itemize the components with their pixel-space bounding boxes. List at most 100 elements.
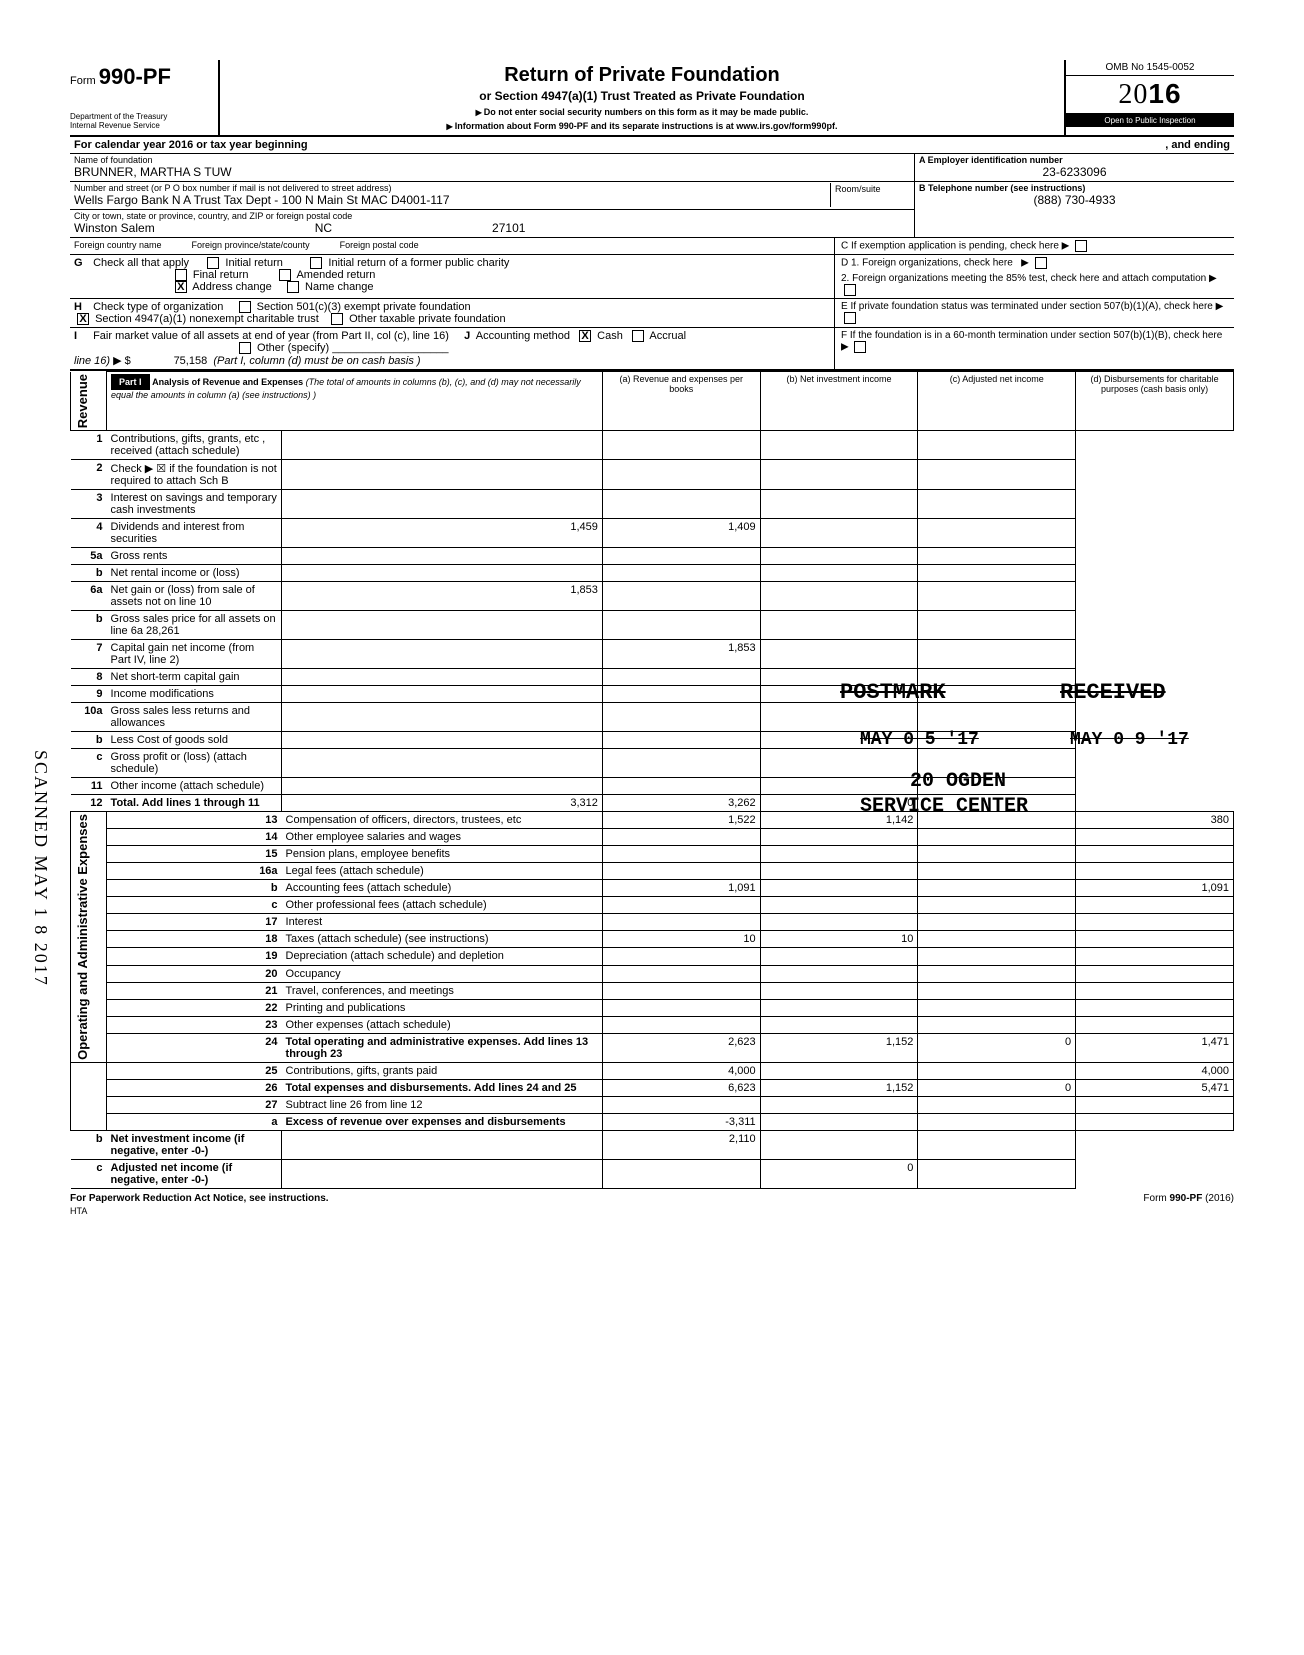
row-value xyxy=(1076,948,1234,965)
row-number: c xyxy=(71,1159,107,1188)
row-value: 1,522 xyxy=(602,812,760,829)
row-description: Other income (attach schedule) xyxy=(107,778,282,795)
row-number: 12 xyxy=(71,795,107,812)
row-description: Occupancy xyxy=(282,965,603,982)
form-header-right: OMB No 1545-0052 2016 Open to Public Ins… xyxy=(1064,60,1234,135)
phone-label: B Telephone number (see instructions) xyxy=(919,183,1230,193)
row-value xyxy=(918,846,1076,863)
row-value xyxy=(1076,914,1234,931)
row-value xyxy=(760,732,918,749)
row-description: Contributions, gifts, grants paid xyxy=(282,1062,603,1079)
form-subtitle: or Section 4947(a)(1) Trust Treated as P… xyxy=(230,89,1054,103)
row-value: 0 xyxy=(760,795,918,812)
calendar-year-row: For calendar year 2016 or tax year begin… xyxy=(70,137,1234,154)
row-value xyxy=(918,914,1076,931)
row-value xyxy=(760,582,918,611)
row-number: 24 xyxy=(107,1033,282,1062)
table-row: cAdjusted net income (if negative, enter… xyxy=(71,1159,1234,1188)
table-row: 20Occupancy xyxy=(71,965,1234,982)
table-row: 17Interest xyxy=(71,914,1234,931)
row-description: Adjusted net income (if negative, enter … xyxy=(107,1159,282,1188)
street-value: Wells Fargo Bank N A Trust Tax Dept - 10… xyxy=(74,193,830,207)
table-row: bLess Cost of goods sold xyxy=(71,732,1234,749)
row-number: 16a xyxy=(107,863,282,880)
row-value xyxy=(918,519,1076,548)
dept-line2: Internal Revenue Service xyxy=(70,122,210,131)
row-value xyxy=(602,965,760,982)
row-number: c xyxy=(71,749,107,778)
street-label: Number and street (or P O box number if … xyxy=(74,183,830,193)
row-value xyxy=(282,460,603,490)
row-description: Depreciation (attach schedule) and deple… xyxy=(282,948,603,965)
row-number: 4 xyxy=(71,519,107,548)
ein-label: A Employer identification number xyxy=(919,155,1230,165)
row-description: Other professional fees (attach schedule… xyxy=(282,897,603,914)
row-value xyxy=(602,1096,760,1113)
tax-year: 2016 xyxy=(1066,76,1234,113)
table-row: Operating and Administrative Expenses13C… xyxy=(71,812,1234,829)
row-description: Total operating and administrative expen… xyxy=(282,1033,603,1062)
row-value: 1,853 xyxy=(602,640,760,669)
row-value xyxy=(1076,846,1234,863)
table-row: bNet investment income (if negative, ent… xyxy=(71,1130,1234,1159)
row-value xyxy=(918,1113,1076,1130)
c-checkbox[interactable] xyxy=(1075,240,1087,252)
row-value: 0 xyxy=(918,1079,1076,1096)
row-description: Interest on savings and temporary cash i… xyxy=(107,490,282,519)
row-value xyxy=(760,611,918,640)
row-description: Dividends and interest from securities xyxy=(107,519,282,548)
row-description: Net short-term capital gain xyxy=(107,669,282,686)
row-value xyxy=(282,431,603,460)
row-description: Other expenses (attach schedule) xyxy=(282,1016,603,1033)
row-value xyxy=(282,669,603,686)
row-value xyxy=(918,982,1076,999)
page-footer: For Paperwork Reduction Act Notice, see … xyxy=(70,1193,1234,1204)
row-number: 26 xyxy=(107,1079,282,1096)
note1: Do not enter social security numbers on … xyxy=(484,107,809,117)
row-description: Compensation of officers, directors, tru… xyxy=(282,812,603,829)
row-number: b xyxy=(71,732,107,749)
row-value xyxy=(760,897,918,914)
row-value xyxy=(760,565,918,582)
row-description: Travel, conferences, and meetings xyxy=(282,982,603,999)
table-row: 12Total. Add lines 1 through 113,3123,26… xyxy=(71,795,1234,812)
row-description: Net rental income or (loss) xyxy=(107,565,282,582)
row-value xyxy=(602,431,760,460)
row-value xyxy=(602,611,760,640)
row-value: 1,409 xyxy=(602,519,760,548)
row-value xyxy=(602,1016,760,1033)
table-row: 25Contributions, gifts, grants paid4,000… xyxy=(71,1062,1234,1079)
inspection-label: Open to Public Inspection xyxy=(1066,113,1234,127)
footer-left: For Paperwork Reduction Act Notice, see … xyxy=(70,1193,329,1204)
foreign-row: Foreign country name Foreign province/st… xyxy=(70,238,1234,255)
row-description: Gross sales less returns and allowances xyxy=(107,703,282,732)
table-row: 21Travel, conferences, and meetings xyxy=(71,982,1234,999)
row-value xyxy=(760,846,918,863)
row-description: Contributions, gifts, grants, etc , rece… xyxy=(107,431,282,460)
table-row: 26Total expenses and disbursements. Add … xyxy=(71,1079,1234,1096)
row-value xyxy=(918,565,1076,582)
row-number: 13 xyxy=(107,812,282,829)
row-value xyxy=(918,965,1076,982)
row-value: 1,459 xyxy=(282,519,603,548)
row-value xyxy=(282,732,603,749)
row-value xyxy=(760,965,918,982)
row-description: Income modifications xyxy=(107,686,282,703)
row-value xyxy=(760,829,918,846)
row-value xyxy=(1076,1113,1234,1130)
row-description: Net investment income (if negative, ente… xyxy=(107,1130,282,1159)
row-value xyxy=(918,1062,1076,1079)
form-header-center: Return of Private Foundation or Section … xyxy=(220,60,1064,135)
row-number: 11 xyxy=(71,778,107,795)
row-value xyxy=(918,897,1076,914)
row-value xyxy=(918,686,1076,703)
row-value xyxy=(1076,982,1234,999)
row-value xyxy=(602,778,760,795)
table-row: cGross profit or (loss) (attach schedule… xyxy=(71,749,1234,778)
foreign-country-label: Foreign country name xyxy=(74,240,162,252)
section-h-row: H Check type of organization Section 501… xyxy=(70,299,1234,328)
row-value xyxy=(282,640,603,669)
table-row: 24Total operating and administrative exp… xyxy=(71,1033,1234,1062)
col-c-header: (c) Adjusted net income xyxy=(918,372,1076,431)
row-value xyxy=(918,732,1076,749)
